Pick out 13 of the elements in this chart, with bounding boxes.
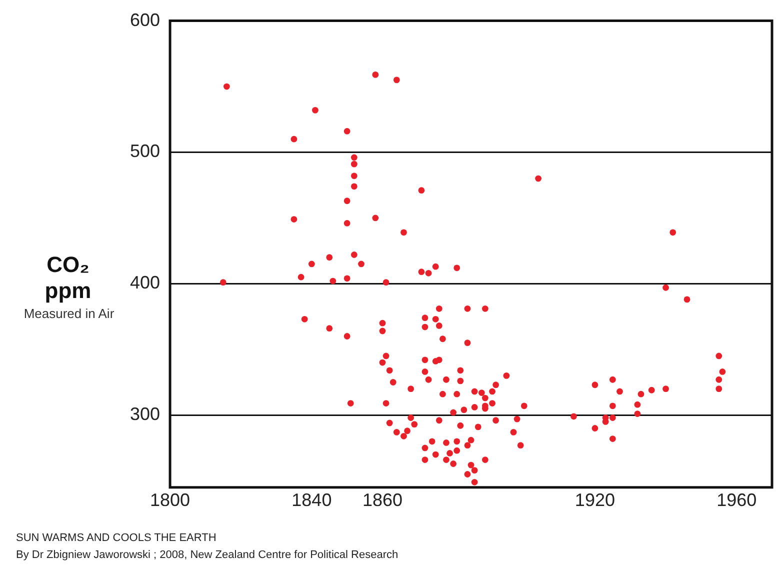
x-tick-label: 1800 xyxy=(150,490,190,510)
y-tick-label: 400 xyxy=(130,272,160,293)
x-tick-label: 1920 xyxy=(574,490,615,510)
y-axis-title: CO₂ ppm xyxy=(44,252,92,304)
y-tick-label: 500 xyxy=(130,141,160,162)
x-tick-label: 1840 xyxy=(292,490,332,510)
text: SUN WARMS AND COOLS THE EARTH xyxy=(16,532,216,544)
y-tick-label: 600 xyxy=(130,10,160,30)
text: By Dr Zbigniew Jaworowski ; 2008, New Zealand Centre for Political Research xyxy=(16,549,398,561)
text: Measured in Air xyxy=(22,306,116,321)
x-tick-label: 1960 xyxy=(716,490,757,510)
y-tick-label: 300 xyxy=(130,404,160,424)
x-tick-label: 1860 xyxy=(362,490,403,510)
